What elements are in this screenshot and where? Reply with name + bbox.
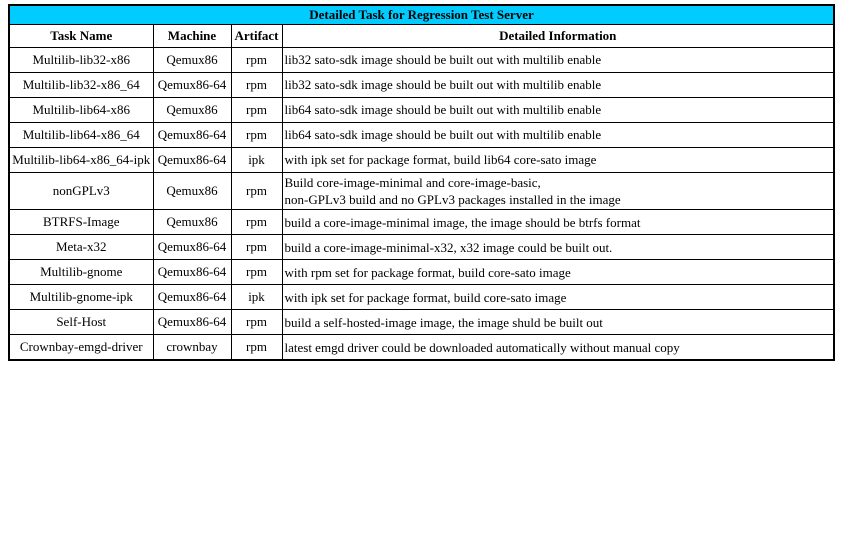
artifact-cell: rpm [230, 234, 283, 261]
table-row: Multilib-lib32-x86_64 Qemux86-64 rpm lib32 … [8, 72, 835, 98]
detail-info-cell: Build core-image-minimal and core-image-… [281, 171, 835, 211]
task-name-cell: Meta-x32 [8, 234, 154, 261]
table-row: Multilib-gnome Qemux86-64 rpm with rpm set … [8, 259, 835, 286]
table-row: Self-Host Qemux86-64 rpm build a self-hoste… [8, 309, 835, 336]
machine-cell: Qemux86-64 [152, 72, 232, 98]
artifact-cell: rpm [230, 47, 283, 73]
detail-info-cell: lib32 sato-sdk image should be built out… [281, 47, 835, 73]
task-name-cell: BTRFS-Image [8, 209, 154, 236]
detail-info-cell: lib64 sato-sdk image should be built out… [281, 97, 835, 123]
detail-info-cell: with ipk set for package format, build c… [281, 284, 835, 311]
machine-cell: crownbay [152, 334, 232, 361]
artifact-cell: rpm [230, 259, 283, 286]
artifact-cell: rpm [230, 122, 283, 148]
col-header-task-name: Task Name [8, 24, 154, 48]
machine-cell: Qemux86 [152, 47, 232, 73]
task-name-cell: Crownbay-emgd-driver [8, 334, 154, 361]
machine-cell: Qemux86-64 [152, 284, 232, 311]
task-name-cell: nonGPLv3 [8, 171, 154, 211]
regression-task-table: Detailed Task for Regression Test Server… [8, 4, 835, 362]
artifact-cell: rpm [230, 72, 283, 98]
table-row: Multilib-lib32-x86 Qemux86 rpm lib32 sato-s… [8, 47, 835, 73]
task-name-cell: Multilib-gnome-ipk [8, 284, 154, 311]
task-name-cell: Multilib-lib32-x86_64 [8, 72, 154, 98]
detail-info-cell: with rpm set for package format, build c… [281, 259, 835, 286]
table-body: Multilib-lib32-x86 Qemux86 rpm lib32 sato-s… [8, 47, 835, 361]
artifact-cell: rpm [230, 97, 283, 123]
col-header-detailed-information: Detailed Information [281, 24, 835, 48]
col-header-artifact: Artifact [230, 24, 283, 48]
task-name-cell: Multilib-lib64-x86 [8, 97, 154, 123]
machine-cell: Qemux86-64 [152, 234, 232, 261]
task-name-cell: Multilib-lib32-x86 [8, 47, 154, 73]
table-row: Multilib-gnome-ipk Qemux86-64 ipk with ipk … [8, 284, 835, 311]
artifact-cell: ipk [230, 284, 283, 311]
machine-cell: Qemux86 [152, 97, 232, 123]
detail-info-cell: build a self-hosted-image image, the ima… [281, 309, 835, 336]
machine-cell: Qemux86-64 [152, 309, 232, 336]
table-row: Crownbay-emgd-driver crownbay rpm latest em… [8, 334, 835, 361]
table-row: Multilib-lib64-x86_64-ipk Qemux86-64 ipk wi… [8, 147, 835, 173]
table-row: Multilib-lib64-x86_64 Qemux86-64 rpm lib64 … [8, 122, 835, 148]
machine-cell: Qemux86 [152, 171, 232, 211]
artifact-cell: ipk [230, 147, 283, 173]
machine-cell: Qemux86 [152, 209, 232, 236]
artifact-cell: rpm [230, 309, 283, 336]
artifact-cell: rpm [230, 209, 283, 236]
machine-cell: Qemux86-64 [152, 147, 232, 173]
table-row: nonGPLv3 Qemux86 rpm Build core-image-minim… [8, 171, 835, 211]
table-row: Meta-x32 Qemux86-64 rpm build a core-image-… [8, 234, 835, 261]
table-title: Detailed Task for Regression Test Server [8, 4, 835, 25]
artifact-cell: rpm [230, 171, 283, 211]
artifact-cell: rpm [230, 334, 283, 361]
table-title-row: Detailed Task for Regression Test Server [8, 4, 835, 25]
detail-info-cell: lib32 sato-sdk image should be built out… [281, 72, 835, 98]
machine-cell: Qemux86-64 [152, 122, 232, 148]
table-row: Multilib-lib64-x86 Qemux86 rpm lib64 sato-s… [8, 97, 835, 123]
task-name-cell: Self-Host [8, 309, 154, 336]
detail-info-cell: build a core-image-minimal image, the im… [281, 209, 835, 236]
detail-info-cell: lib64 sato-sdk image should be built out… [281, 122, 835, 148]
machine-cell: Qemux86-64 [152, 259, 232, 286]
table-header-row: Task Name Machine Artifact Detailed Info… [8, 24, 835, 48]
col-header-machine: Machine [152, 24, 232, 48]
detail-info-cell: latest emgd driver could be downloaded a… [281, 334, 835, 361]
table-row: BTRFS-Image Qemux86 rpm build a core-image-… [8, 209, 835, 236]
detail-info-cell: build a core-image-minimal-x32, x32 imag… [281, 234, 835, 261]
task-name-cell: Multilib-gnome [8, 259, 154, 286]
detail-info-cell: with ipk set for package format, build l… [281, 147, 835, 173]
task-name-cell: Multilib-lib64-x86_64-ipk [8, 147, 154, 173]
task-name-cell: Multilib-lib64-x86_64 [8, 122, 154, 148]
